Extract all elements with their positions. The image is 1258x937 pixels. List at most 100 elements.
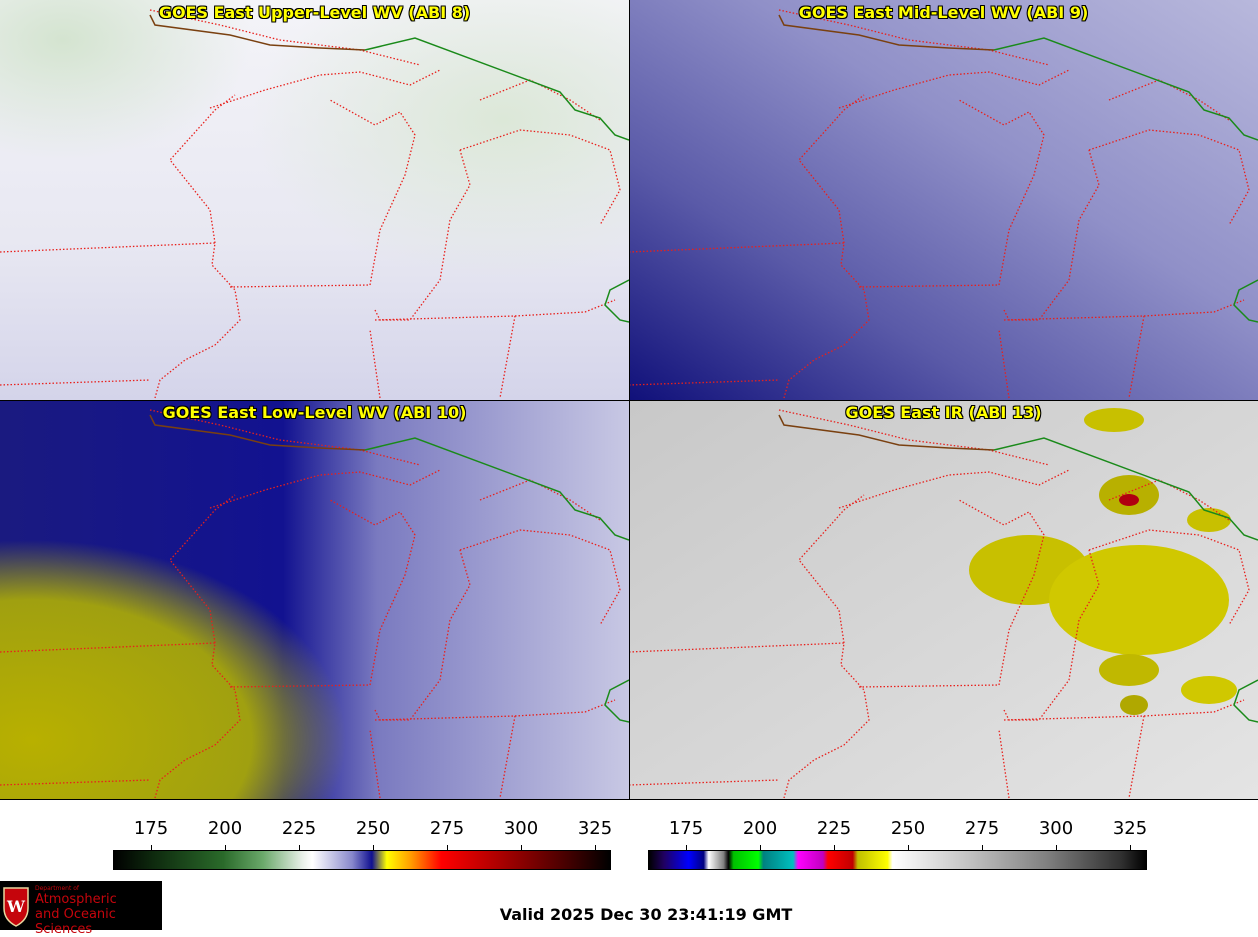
state-border xyxy=(369,329,381,399)
state-border xyxy=(0,379,151,386)
low-level-wv-image xyxy=(0,400,629,800)
map-borders xyxy=(629,9,1258,399)
ir-image xyxy=(629,400,1258,800)
tick-label: 325 xyxy=(1112,818,1148,839)
logo-line-1: Department of xyxy=(35,885,79,892)
international-border xyxy=(604,679,629,723)
state-border xyxy=(229,684,371,688)
international-border xyxy=(604,279,629,323)
colorbar-wv-ticks: 175 200 225 250 275 300 325 xyxy=(113,815,613,851)
panel-title: GOES East IR (ABI 13) xyxy=(845,403,1042,422)
tick-mark xyxy=(686,845,687,851)
horizontal-divider xyxy=(0,400,1258,401)
tick-label: 250 xyxy=(890,818,926,839)
tick-label: 175 xyxy=(133,818,169,839)
aos-logo: W Department of Atmospheric and Oceanic … xyxy=(0,881,162,937)
mid-level-wv-image xyxy=(629,0,1258,400)
tick-label: 200 xyxy=(207,818,243,839)
tick-mark xyxy=(908,845,909,851)
tick-mark xyxy=(521,845,522,851)
state-border xyxy=(958,499,1045,686)
international-border xyxy=(993,437,1258,541)
state-border xyxy=(369,729,381,799)
tick-mark xyxy=(447,845,448,851)
tick-mark xyxy=(1130,845,1131,851)
tick-mark xyxy=(760,845,761,851)
tick-mark xyxy=(1056,845,1057,851)
state-border xyxy=(998,729,1010,799)
international-border xyxy=(993,37,1258,141)
state-border xyxy=(1088,129,1250,226)
state-border xyxy=(0,242,241,399)
tick-label: 300 xyxy=(1038,818,1074,839)
international-border xyxy=(1233,279,1258,323)
tick-label: 325 xyxy=(577,818,613,839)
international-border xyxy=(364,37,629,141)
state-border xyxy=(778,9,1050,66)
uw-crest-icon: W xyxy=(3,887,29,927)
tick-label: 300 xyxy=(503,818,539,839)
international-border xyxy=(364,437,629,541)
tick-mark xyxy=(834,845,835,851)
tick-mark xyxy=(373,845,374,851)
state-border xyxy=(149,9,421,66)
tick-label: 200 xyxy=(742,818,778,839)
coastline xyxy=(149,14,366,51)
tick-label: 175 xyxy=(668,818,704,839)
bottom-divider xyxy=(0,799,1258,800)
map-borders xyxy=(0,9,629,399)
state-border xyxy=(1108,79,1230,121)
tick-mark xyxy=(299,845,300,851)
state-border xyxy=(0,642,241,799)
panel-mid-level-wv: GOES East Mid-Level WV (ABI 9) xyxy=(629,0,1258,400)
panel-title: GOES East Mid-Level WV (ABI 9) xyxy=(798,3,1089,22)
colorbar-wv: 175 200 225 250 275 300 325 xyxy=(113,815,613,875)
tick-mark xyxy=(595,845,596,851)
international-border xyxy=(1233,679,1258,723)
state-border xyxy=(858,284,1000,288)
state-border xyxy=(798,494,865,644)
tick-label: 275 xyxy=(964,818,1000,839)
coastline xyxy=(149,414,366,451)
tick-label: 225 xyxy=(281,818,317,839)
state-border xyxy=(1108,479,1230,521)
upper-level-wv-image xyxy=(0,0,629,400)
state-border xyxy=(858,684,1000,688)
coastline xyxy=(778,414,995,451)
state-border xyxy=(629,242,870,399)
tick-mark xyxy=(225,845,226,851)
state-border xyxy=(149,409,421,466)
panel-upper-level-wv: GOES East Upper-Level WV (ABI 8) xyxy=(0,0,629,400)
tick-label: 250 xyxy=(355,818,391,839)
map-borders xyxy=(629,409,1258,799)
state-border xyxy=(958,99,1045,286)
cold-cloud-tops xyxy=(969,408,1237,715)
state-border xyxy=(329,499,416,686)
state-border xyxy=(479,79,601,121)
state-border xyxy=(459,529,621,626)
state-border xyxy=(798,94,865,244)
state-border xyxy=(0,779,151,786)
state-border xyxy=(329,99,416,286)
panel-ir: GOES East IR (ABI 13) xyxy=(629,400,1258,800)
state-border xyxy=(229,284,371,288)
tick-mark xyxy=(982,845,983,851)
coastline xyxy=(778,14,995,51)
logo-line-2: Atmospheric xyxy=(35,892,117,907)
state-border xyxy=(1088,529,1250,626)
colorbar-ir-gradient xyxy=(648,850,1147,870)
state-border xyxy=(629,379,780,386)
svg-text:W: W xyxy=(6,897,26,916)
state-border xyxy=(998,329,1010,399)
state-border xyxy=(459,129,621,226)
state-border xyxy=(479,479,601,521)
state-border xyxy=(169,494,236,644)
tick-label: 275 xyxy=(429,818,465,839)
colorbar-ir: 175 200 225 250 275 300 325 xyxy=(648,815,1147,875)
colorbar-wv-gradient xyxy=(113,850,611,870)
panel-title: GOES East Upper-Level WV (ABI 8) xyxy=(158,3,471,22)
state-border xyxy=(629,779,780,786)
state-border xyxy=(778,409,1050,466)
panel-title: GOES East Low-Level WV (ABI 10) xyxy=(162,403,467,422)
valid-time: Valid 2025 Dec 30 23:41:19 GMT xyxy=(499,905,793,924)
